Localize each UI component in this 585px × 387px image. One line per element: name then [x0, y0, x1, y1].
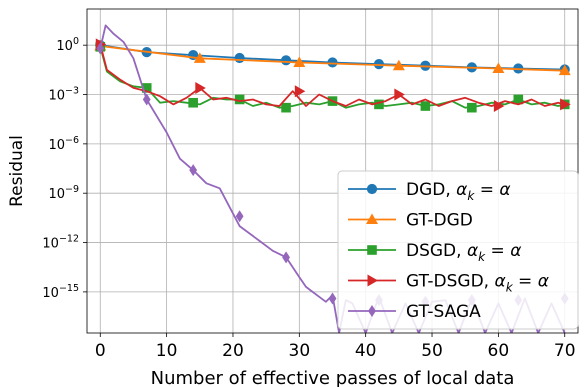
legend-entry: GT-DGD	[348, 211, 473, 231]
data-point	[235, 210, 244, 223]
legend-box	[337, 170, 579, 330]
data-point	[282, 251, 290, 264]
series-layer	[94, 24, 571, 333]
legend-entry: DSGD, αk = α	[348, 241, 521, 264]
data-point	[420, 101, 431, 111]
y-tick-label: 10−15	[42, 283, 79, 301]
y-axis-label: Residual	[7, 135, 27, 207]
data-point	[328, 292, 337, 305]
y-tick-label: 10−6	[48, 135, 79, 153]
y-tick-label: 10−12	[42, 234, 79, 252]
legend-marker	[367, 245, 377, 255]
legend-label: GT-DGD	[406, 211, 473, 231]
plot-frame	[86, 8, 579, 334]
data-point	[188, 97, 198, 108]
legend-marker	[366, 183, 378, 195]
legend-entry: GT-SAGA	[348, 302, 481, 322]
data-point	[141, 83, 152, 93]
legend-label: DGD, αk = α	[406, 180, 511, 203]
series-line	[99, 44, 565, 107]
data-point	[467, 102, 477, 113]
data-point	[394, 88, 405, 101]
x-tick-label: 40	[355, 341, 377, 361]
data-point	[234, 94, 245, 105]
data-point	[142, 93, 151, 106]
legend-label: GT-SAGA	[406, 302, 481, 322]
legend-entry: DGD, αk = α	[348, 180, 511, 203]
legend: DGD, αk = α GT-DGD DSGD, αk = α GT-DSGD, αk…	[337, 170, 579, 330]
data-point	[558, 64, 571, 76]
legend-marker	[366, 213, 378, 224]
x-tick-label: 30	[289, 341, 311, 361]
data-point	[293, 56, 306, 67]
data-point	[513, 94, 524, 105]
data-point	[195, 81, 206, 94]
data-point	[392, 59, 405, 71]
data-point	[560, 98, 571, 111]
legend-label: DSGD, αk = α	[406, 241, 521, 264]
data-point	[493, 100, 505, 113]
data-point	[373, 58, 385, 70]
y-tick-label: 100	[56, 36, 79, 54]
y-axis-ticks: 100 10−3 10−6 10−9 10−12 10−15	[42, 36, 87, 301]
data-point	[327, 57, 338, 68]
legend-marker	[368, 305, 376, 317]
x-tick-label: 10	[156, 341, 178, 361]
data-point	[96, 42, 105, 55]
y-tick-label: 10−9	[48, 184, 79, 202]
series-line	[100, 45, 565, 72]
x-axis-label: Number of effective passes of local data	[151, 368, 515, 387]
x-tick-label: 60	[488, 341, 510, 361]
data-point	[234, 52, 245, 64]
legend-marker	[367, 274, 378, 287]
data-point	[189, 164, 198, 177]
x-tick-label: 0	[95, 341, 106, 361]
data-point	[294, 85, 306, 98]
data-point	[374, 99, 384, 110]
legend-label: GT-DSGD, αk = α	[406, 272, 549, 295]
data-point	[193, 52, 206, 63]
data-point	[492, 62, 505, 74]
x-axis-ticks: 0 10 20 30 40 50 60 70	[95, 333, 576, 361]
data-point	[280, 55, 292, 66]
data-point	[281, 102, 291, 113]
y-tick-label: 10−3	[48, 86, 79, 104]
x-tick-label: 50	[421, 341, 443, 361]
legend-entry: GT-DSGD, αk = α	[348, 272, 549, 295]
x-tick-label: 20	[222, 341, 244, 361]
x-tick-label: 70	[554, 341, 576, 361]
